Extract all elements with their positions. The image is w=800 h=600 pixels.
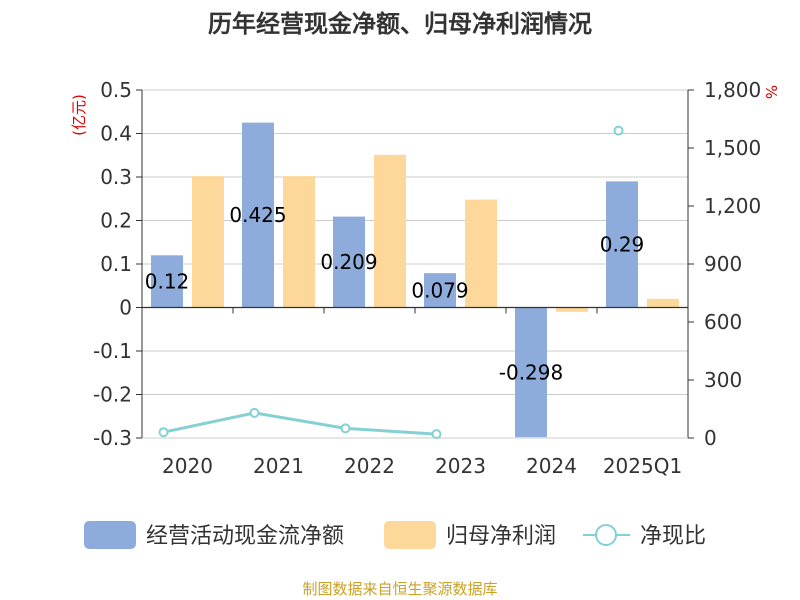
cashflow-bar xyxy=(333,216,365,308)
ratio-point xyxy=(158,427,169,438)
cashflow-data-label: 0.079 xyxy=(411,278,468,302)
data-labels: 0.12 0.425 0.209 0.079 -0.298 0.29 xyxy=(145,203,645,384)
cashflow-bar xyxy=(151,255,183,308)
right-unit-label: % xyxy=(762,85,780,99)
ratio-point xyxy=(340,423,351,434)
left-tick-label: -0.1 xyxy=(93,339,132,363)
left-unit-label: (亿元) xyxy=(70,94,88,136)
ratio-point xyxy=(613,125,624,136)
left-tick-label: 0.4 xyxy=(100,122,132,146)
left-tick-label: 0.3 xyxy=(100,165,132,189)
net-profit-bar xyxy=(374,154,406,308)
ratio-point xyxy=(431,429,442,440)
legend-label-ratio: 净现比 xyxy=(640,524,706,549)
legend-swatch-ratio-marker xyxy=(595,524,617,546)
right-tick-label: 0 xyxy=(704,426,717,450)
net-profit-bar xyxy=(465,199,497,308)
legend-label-net-profit: 归母净利润 xyxy=(446,524,556,549)
cashflow-data-label: 0.209 xyxy=(320,250,377,274)
ratio-point xyxy=(249,407,260,418)
source-note: 制图数据来自恒生聚源数据库 xyxy=(302,580,498,598)
left-tick-label: -0.2 xyxy=(93,383,132,407)
legend-swatch-net-profit xyxy=(384,521,436,549)
left-tick-label: 0.5 xyxy=(100,78,132,102)
legend-swatch-cashflow xyxy=(84,521,136,549)
cashflow-bar xyxy=(424,273,456,308)
chart-title: 历年经营现金净额、归母净利润情况 xyxy=(208,10,592,38)
cashflow-data-label: -0.298 xyxy=(499,360,563,384)
x-tick-label: 2022 xyxy=(344,454,395,478)
cashflow-data-label: 0.12 xyxy=(145,269,190,293)
axes: 0.5 0.4 0.3 0.2 0.1 0 -0.1 -0.2 -0.3 1,800 1,500 1,… xyxy=(70,78,780,478)
bars xyxy=(151,122,679,438)
left-tick-label: 0.2 xyxy=(100,209,132,233)
ratio-line-segment xyxy=(163,411,437,436)
cashflow-data-label: 0.425 xyxy=(229,203,286,227)
x-tick-label: 2021 xyxy=(253,454,304,478)
right-tick-label: 1,800 xyxy=(704,78,761,102)
right-tick-label: 900 xyxy=(704,252,742,276)
right-tick-label: 600 xyxy=(704,310,742,334)
net-profit-bar xyxy=(192,176,224,308)
right-tick-label: 300 xyxy=(704,368,742,392)
right-tick-label: 1,500 xyxy=(704,136,761,160)
x-tick-label: 2020 xyxy=(162,454,213,478)
net-profit-bar xyxy=(283,176,315,308)
net-profit-bar xyxy=(556,307,588,312)
left-tick-label: 0 xyxy=(119,296,132,320)
legend: 经营活动现金流净额 归母净利润 净现比 xyxy=(84,521,706,549)
x-tick-label: 2025Q1 xyxy=(603,454,682,478)
legend-label-cashflow: 经营活动现金流净额 xyxy=(146,524,344,549)
x-tick-label: 2023 xyxy=(435,454,486,478)
ratio-line xyxy=(158,125,624,440)
x-tick-label: 2024 xyxy=(526,454,577,478)
cashflow-data-label: 0.29 xyxy=(600,232,645,256)
cashflow-bar xyxy=(242,122,274,308)
cashflow-bar xyxy=(606,181,638,308)
net-profit-bar xyxy=(647,298,679,308)
left-tick-label: -0.3 xyxy=(93,426,132,450)
left-tick-label: 0.1 xyxy=(100,252,132,276)
right-tick-label: 1,200 xyxy=(704,194,761,218)
cashflow-bar xyxy=(515,307,547,438)
